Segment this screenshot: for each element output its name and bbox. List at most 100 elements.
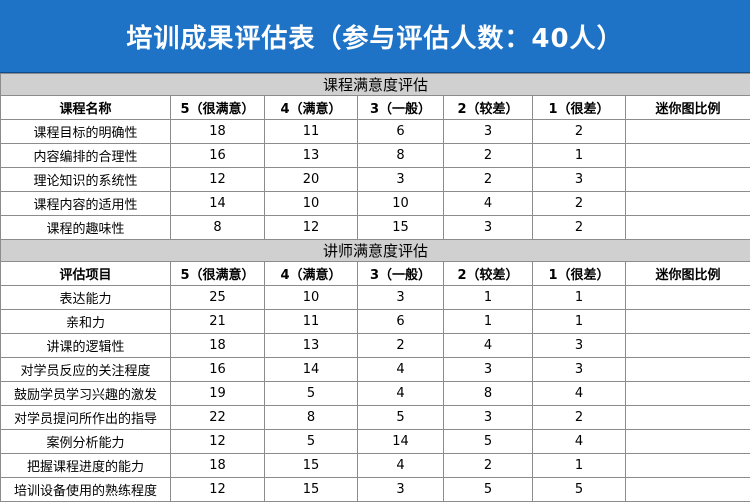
rating-count-cell: 15	[358, 216, 444, 240]
item-name-cell: 对学员提问所作出的指导	[1, 406, 171, 430]
column-header: 5（很满意）	[171, 96, 265, 120]
rating-count-cell: 25	[171, 286, 265, 310]
rating-count-cell: 16	[171, 144, 265, 168]
rating-count-cell: 4	[444, 192, 533, 216]
rating-count-cell: 14	[358, 430, 444, 454]
column-header: 评估项目	[1, 262, 171, 286]
rating-count-cell: 3	[358, 168, 444, 192]
sparkline-cell	[626, 120, 750, 144]
sparkline-cell	[626, 168, 750, 192]
rating-count-cell: 6	[358, 310, 444, 334]
column-header: 4（满意）	[265, 96, 358, 120]
rating-count-cell: 14	[265, 358, 358, 382]
rating-count-cell: 8	[444, 382, 533, 406]
column-header: 4（满意）	[265, 262, 358, 286]
item-name-cell: 对学员反应的关注程度	[1, 358, 171, 382]
rating-count-cell: 20	[265, 168, 358, 192]
column-header: 3（一般）	[358, 96, 444, 120]
rating-count-cell: 4	[444, 334, 533, 358]
item-name-cell: 亲和力	[1, 310, 171, 334]
page-title: 培训成果评估表（参与评估人数：40人）	[0, 0, 750, 73]
section-heading: 讲师满意度评估	[1, 240, 750, 262]
sparkline-cell	[626, 334, 750, 358]
rating-count-cell: 21	[171, 310, 265, 334]
rating-count-cell: 2	[533, 192, 626, 216]
item-name-cell: 内容编排的合理性	[1, 144, 171, 168]
rating-count-cell: 8	[265, 406, 358, 430]
rating-count-cell: 19	[171, 382, 265, 406]
column-header: 3（一般）	[358, 262, 444, 286]
rating-count-cell: 5	[358, 406, 444, 430]
sparkline-cell	[626, 286, 750, 310]
rating-count-cell: 10	[358, 192, 444, 216]
rating-count-cell: 18	[171, 454, 265, 478]
rating-count-cell: 1	[533, 144, 626, 168]
rating-count-cell: 18	[171, 120, 265, 144]
rating-count-cell: 12	[171, 168, 265, 192]
sparkline-cell	[626, 310, 750, 334]
rating-count-cell: 5	[533, 478, 626, 502]
column-header: 2（较差）	[444, 262, 533, 286]
rating-count-cell: 1	[533, 454, 626, 478]
rating-count-cell: 5	[444, 478, 533, 502]
sparkline-cell	[626, 358, 750, 382]
rating-count-cell: 4	[533, 382, 626, 406]
rating-count-cell: 4	[358, 382, 444, 406]
rating-count-cell: 11	[265, 310, 358, 334]
section-heading: 课程满意度评估	[1, 74, 750, 96]
rating-count-cell: 3	[533, 168, 626, 192]
rating-count-cell: 12	[171, 430, 265, 454]
rating-count-cell: 15	[265, 478, 358, 502]
column-header: 迷你图比例	[626, 96, 750, 120]
column-header: 课程名称	[1, 96, 171, 120]
item-name-cell: 培训设备使用的熟练程度	[1, 478, 171, 502]
rating-count-cell: 10	[265, 192, 358, 216]
rating-count-cell: 11	[265, 120, 358, 144]
section-heading-row: 讲师满意度评估	[1, 240, 750, 262]
rating-count-cell: 3	[358, 286, 444, 310]
rating-count-cell: 12	[171, 478, 265, 502]
sparkline-cell	[626, 430, 750, 454]
sparkline-cell	[626, 382, 750, 406]
column-header: 2（较差）	[444, 96, 533, 120]
rating-count-cell: 2	[444, 454, 533, 478]
column-header: 迷你图比例	[626, 262, 750, 286]
sparkline-cell	[626, 144, 750, 168]
rating-count-cell: 3	[444, 358, 533, 382]
rating-count-cell: 13	[265, 144, 358, 168]
rating-count-cell: 8	[358, 144, 444, 168]
item-name-cell: 课程目标的明确性	[1, 120, 171, 144]
rating-count-cell: 16	[171, 358, 265, 382]
section-heading-row: 课程满意度评估	[1, 74, 750, 96]
rating-count-cell: 3	[533, 334, 626, 358]
column-header: 1（很差）	[533, 262, 626, 286]
rating-count-cell: 22	[171, 406, 265, 430]
rating-count-cell: 3	[444, 216, 533, 240]
rating-count-cell: 8	[171, 216, 265, 240]
rating-count-cell: 4	[533, 430, 626, 454]
rating-count-cell: 6	[358, 120, 444, 144]
item-name-cell: 案例分析能力	[1, 430, 171, 454]
rating-count-cell: 2	[533, 216, 626, 240]
rating-count-cell: 3	[358, 478, 444, 502]
rating-count-cell: 2	[358, 334, 444, 358]
item-name-cell: 表达能力	[1, 286, 171, 310]
sparkline-cell	[626, 478, 750, 502]
column-header: 5（很满意）	[171, 262, 265, 286]
item-name-cell: 课程的趣味性	[1, 216, 171, 240]
item-name-cell: 把握课程进度的能力	[1, 454, 171, 478]
rating-count-cell: 5	[265, 382, 358, 406]
